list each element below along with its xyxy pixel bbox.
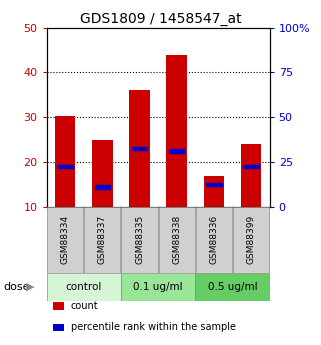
Text: 0.1 ug/ml: 0.1 ug/ml [133,282,183,292]
Bar [206,183,222,186]
Bar [121,207,158,273]
Text: GSM88399: GSM88399 [247,215,256,264]
Bar [132,147,147,150]
Text: GSM88338: GSM88338 [172,215,181,264]
Bar [233,207,269,273]
Bar [129,90,150,207]
Bar [241,144,261,207]
Bar [92,140,113,207]
Bar [47,273,121,301]
Bar [204,176,224,207]
Bar [57,165,73,168]
Bar [159,207,195,273]
Bar [47,207,83,273]
Bar [167,55,187,207]
Bar [121,273,195,301]
Text: dose: dose [3,282,30,292]
Bar [169,149,185,153]
Bar [84,207,120,273]
Text: GSM88335: GSM88335 [135,215,144,264]
Text: GSM88334: GSM88334 [61,215,70,264]
Text: 0.5 ug/ml: 0.5 ug/ml [208,282,257,292]
Bar [55,116,75,207]
Text: ▶: ▶ [26,282,35,292]
Text: GDS1809 / 1458547_at: GDS1809 / 1458547_at [80,12,241,26]
Text: GSM88336: GSM88336 [209,215,218,264]
Text: count: count [71,301,98,311]
Bar [196,207,232,273]
Text: GSM88337: GSM88337 [98,215,107,264]
Bar [243,165,259,168]
Text: percentile rank within the sample: percentile rank within the sample [71,323,236,332]
Text: control: control [65,282,102,292]
Bar [195,273,270,301]
Bar [94,185,110,189]
